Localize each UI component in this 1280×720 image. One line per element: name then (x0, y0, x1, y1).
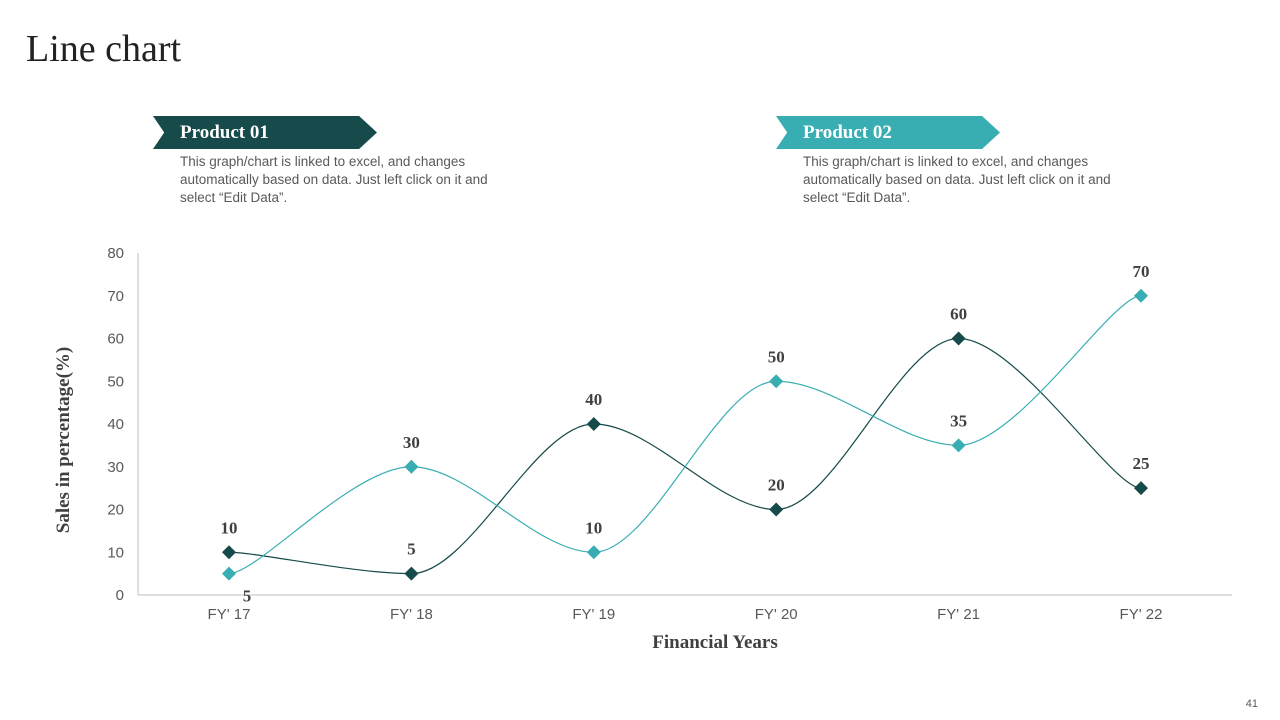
series-2-data-label: 35 (950, 411, 967, 430)
series-2-data-label: 50 (768, 347, 785, 366)
series-1-data-label: 40 (585, 390, 602, 409)
series-2-data-label: 30 (403, 433, 420, 452)
legend-product-02-description: This graph/chart is linked to excel, and… (803, 154, 1111, 205)
series-1-point (586, 417, 601, 431)
x-tick-label: FY' 19 (572, 606, 615, 623)
legend-product-02-tag: Product 02 (776, 116, 1000, 149)
series-1-point (951, 331, 966, 346)
legend-product-02: Product 02 This graph/chart is linked to… (776, 116, 1136, 207)
series-2-point (769, 374, 784, 389)
series-1-data-label: 10 (221, 518, 238, 537)
series-1-point (1134, 481, 1148, 496)
series-1-data-label: 20 (768, 476, 785, 495)
series-2-point (222, 566, 236, 581)
series-2-data-label: 10 (585, 518, 602, 537)
y-tick-label: 80 (107, 245, 124, 262)
series-layer (222, 288, 1148, 581)
y-tick-label: 0 (116, 587, 124, 604)
x-tick-label: FY' 20 (755, 606, 798, 623)
series-1-point (404, 566, 419, 581)
x-tick-label: FY' 17 (208, 606, 251, 623)
series-1-data-label: 60 (950, 305, 967, 324)
legend-product-01: Product 01 This graph/chart is linked to… (153, 116, 513, 207)
series-2-point (951, 438, 966, 453)
x-tick-label: FY' 21 (937, 606, 980, 623)
y-axis-ticks: 0 10 20 30 40 50 60 70 80 (107, 245, 124, 604)
series-line-1 (228, 337, 1142, 575)
slide-title: Line chart (26, 28, 182, 70)
legend-product-01-tag: Product 01 (153, 116, 377, 149)
data-labels: 10 5 40 20 60 25 5 30 10 50 35 70 (221, 262, 1150, 606)
series-1-point (769, 502, 784, 517)
y-tick-label: 20 (107, 502, 124, 519)
y-axis-title: Sales in percentage(%) (53, 347, 74, 533)
series-2-point (404, 459, 419, 474)
y-tick-label: 70 (107, 288, 124, 305)
series-2-point (1134, 288, 1148, 303)
x-tick-label: FY' 22 (1120, 606, 1163, 623)
y-tick-label: 30 (107, 459, 124, 476)
x-axis-title: Financial Years (652, 632, 777, 653)
series-2-data-label: 5 (243, 587, 252, 606)
series-2-data-label: 70 (1133, 262, 1150, 281)
series-2-point (586, 545, 601, 560)
series-1-data-label: 25 (1133, 454, 1150, 473)
y-tick-label: 50 (107, 373, 124, 390)
y-tick-label: 10 (107, 544, 124, 561)
x-tick-label: FY' 18 (390, 606, 433, 623)
y-tick-label: 40 (107, 416, 124, 433)
legend-product-01-description: This graph/chart is linked to excel, and… (180, 154, 488, 205)
y-tick-label: 60 (107, 331, 124, 348)
series-line-2 (228, 295, 1142, 575)
x-axis-ticks: FY' 17 FY' 18 FY' 19 FY' 20 FY' 21 FY' 22 (208, 606, 1163, 623)
series-1-point (222, 545, 236, 560)
series-1-data-label: 5 (407, 540, 416, 559)
page-number: 41 (1245, 698, 1258, 710)
